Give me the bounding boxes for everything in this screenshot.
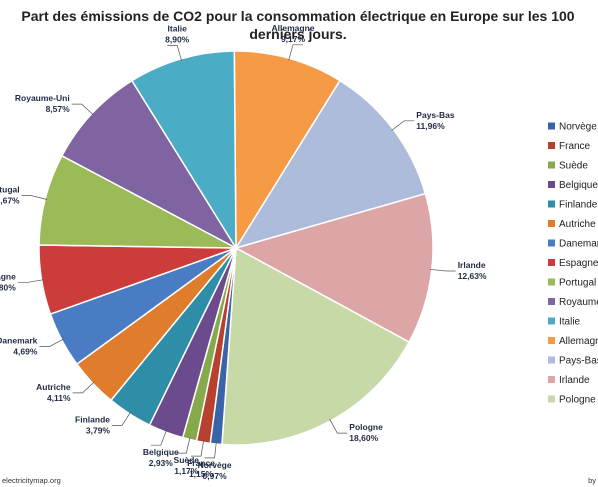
footer-source: electricitymap.org — [2, 476, 61, 485]
leader-line-pays-bas — [391, 120, 415, 131]
chart-title-line-2: derniers jours. — [249, 26, 346, 42]
data-label-name-irlande: Irlande — [458, 260, 486, 270]
data-label-name-france: France — [187, 458, 215, 468]
data-label-value-espagne: 5,80% — [0, 282, 16, 292]
legend-label-belgique: Belgique — [559, 180, 598, 191]
data-label-name-portugal: Portugal — [0, 185, 20, 195]
legend-label-autriche: Autriche — [559, 219, 596, 230]
leader-line-pologne — [329, 418, 348, 434]
data-label-value-norvege: 0,97% — [203, 471, 228, 481]
leader-line-belgique — [150, 430, 167, 446]
legend-swatch-allemagne — [548, 337, 555, 344]
legend-label-pologne: Pologne — [559, 395, 596, 406]
legend-swatch-pays-bas — [548, 356, 555, 364]
footer-credit: by — [588, 476, 596, 485]
leader-line-norvege — [204, 441, 217, 459]
legend-swatch-irlande — [548, 376, 555, 383]
data-label-name-autriche: Autriche — [36, 382, 71, 392]
data-label-name-royaume-uni: Royaume-Uni — [15, 93, 70, 103]
legend-label-pays-bas: Pays-Bas — [559, 356, 598, 367]
data-label-name-norvege: Norvège — [198, 460, 232, 470]
legend-swatch-suede — [548, 161, 555, 169]
data-label-value-autriche: 4,11% — [47, 393, 71, 403]
legend-swatch-espagne — [548, 259, 555, 266]
legend-swatch-belgique — [548, 181, 555, 188]
chart-title-line-1: Part des émissions de CO2 pour la consom… — [21, 8, 574, 24]
legend-label-suede: Suède — [559, 161, 588, 172]
data-label-name-suede: Suède — [174, 455, 200, 465]
legend-label-allemagne: Allemagne — [559, 336, 598, 347]
legend-label-danemark: Danemark — [559, 239, 598, 250]
data-label-value-danemark: 4,69% — [13, 347, 38, 357]
legend-label-portugal: Portugal — [559, 278, 596, 289]
leader-line-allemagne — [288, 44, 303, 61]
data-label-value-portugal: 7,67% — [0, 196, 20, 206]
data-label-value-irlande: 12,63% — [458, 271, 487, 281]
data-label-name-italie: Italie — [168, 23, 188, 33]
legend-swatch-finlande — [548, 200, 555, 208]
chart-legend: Norvège France Suède Belgique Finlande Autric… — [548, 122, 598, 406]
data-label-value-suede: 1,17% — [174, 466, 199, 476]
data-label-value-allemagne: 9,17% — [281, 34, 306, 44]
legend-label-royaume-uni: Royaume-Uni — [559, 297, 598, 308]
pie-slices — [38, 50, 434, 446]
leader-line-autriche — [72, 381, 95, 394]
leader-line-france — [191, 440, 205, 457]
leader-line-finlande — [112, 411, 131, 426]
legend-label-france: France — [559, 141, 591, 152]
legend-label-norvege: Norvège — [559, 122, 597, 133]
data-label-name-danemark: Danemark — [0, 336, 38, 346]
leader-line-espagne — [17, 279, 44, 283]
data-label-name-belgique: Belgique — [143, 447, 179, 457]
leader-line-danemark — [39, 338, 64, 347]
leader-line-italie — [167, 45, 182, 61]
data-label-name-pays-bas: Pays-Bas — [416, 110, 455, 120]
legend-swatch-royaume-uni — [548, 298, 555, 305]
data-label-value-pays-bas: 11,96% — [416, 121, 445, 131]
data-label-value-royaume-uni: 8,57% — [46, 104, 71, 114]
data-label-value-france: 1,15% — [189, 469, 214, 479]
legend-label-finlande: Finlande — [559, 200, 598, 211]
legend-label-espagne: Espagne — [559, 258, 598, 269]
data-label-value-belgique: 2,93% — [149, 458, 174, 468]
leader-line-suede — [176, 437, 191, 454]
leader-line-royaume-uni — [71, 103, 94, 116]
data-label-value-pologne: 18,60% — [349, 433, 378, 443]
legend-swatch-norvege — [548, 122, 555, 130]
leader-line-portugal — [21, 195, 48, 200]
leader-line-irlande — [429, 268, 456, 272]
legend-swatch-italie — [548, 317, 555, 325]
data-label-name-allemagne: Allemagne — [272, 23, 315, 33]
data-label-value-italie: 8,90% — [165, 34, 190, 44]
data-label-value-finlande: 3,79% — [86, 426, 111, 436]
legend-swatch-france — [548, 142, 555, 149]
legend-swatch-danemark — [548, 239, 555, 247]
data-label-name-pologne: Pologne — [349, 422, 383, 432]
pie-leader-lines — [17, 44, 456, 459]
legend-swatch-portugal — [548, 278, 555, 286]
legend-label-italie: Italie — [559, 317, 581, 328]
legend-swatch-autriche — [548, 220, 555, 227]
legend-swatch-pologne — [548, 395, 555, 403]
data-label-name-finlande: Finlande — [75, 415, 110, 425]
data-label-name-espagne: Espagne — [0, 271, 16, 281]
legend-label-irlande: Irlande — [559, 375, 590, 386]
